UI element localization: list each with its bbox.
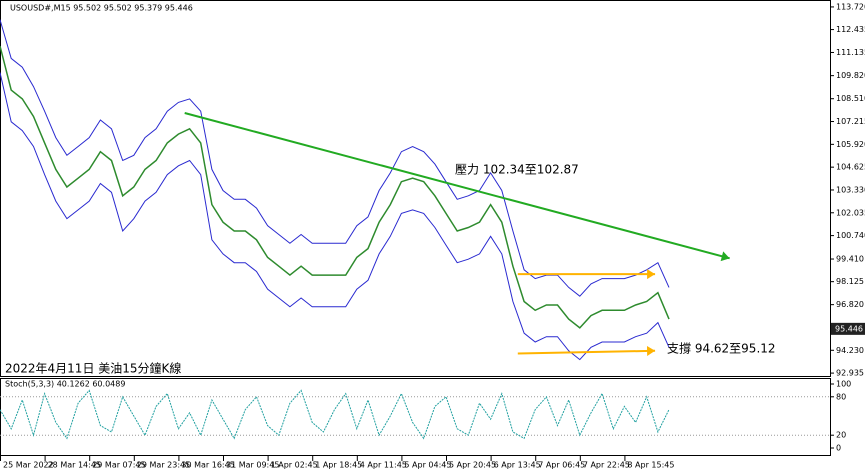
last-price-box	[831, 322, 865, 335]
y-tick-label: 94.230	[836, 346, 864, 355]
y-tick-label: 112.435	[836, 25, 865, 34]
y-tick-label: 107.215	[836, 117, 865, 126]
chart-note: 2022年4月11日 美油15分鐘K線	[5, 361, 181, 376]
y-tick-label: 108.510	[836, 94, 865, 103]
y-tick-label: 105.920	[836, 140, 865, 149]
x-tick-label: 6 Apr 13:45	[494, 461, 541, 470]
y-tick-label: 104.625	[836, 163, 865, 172]
annotation: 支撐 94.62至95.12	[667, 342, 776, 356]
y-tick-label: 100.740	[836, 231, 865, 240]
x-tick-label: 25 Mar 2022	[3, 461, 54, 470]
y-tick-label: 20	[836, 431, 846, 440]
x-tick-label: 29 Mar 23:45	[137, 461, 190, 470]
x-tick-label: 1 Apr 18:45	[315, 461, 362, 470]
y-tick-label: 92.935	[836, 369, 864, 378]
y-tick-label: 96.820	[836, 300, 864, 309]
last-price-label: 95.446	[835, 324, 863, 333]
y-tick-label: 0	[836, 444, 841, 453]
series-line	[0, 389, 670, 440]
y-tick-label: 102.035	[836, 208, 865, 217]
series-line	[0, 72, 670, 361]
y-tick-label: 98.125	[836, 277, 864, 286]
x-tick-label: 1 Apr 02:45	[271, 461, 318, 470]
x-tick-label: 7 Apr 22:45	[583, 461, 630, 470]
x-tick-label: 31 Mar 09:45	[226, 461, 279, 470]
arrow-head	[646, 345, 656, 356]
y-tick-label: 109.820	[836, 71, 865, 80]
x-tick-label: 30 Mar 16:45	[181, 461, 234, 470]
x-tick-label: 28 Mar 14:45	[48, 461, 101, 470]
x-tick-label: 7 Apr 06:45	[538, 461, 585, 470]
series-line	[0, 45, 670, 329]
annotation: 壓力 102.34至102.87	[455, 163, 579, 177]
y-tick-label: 113.720	[836, 2, 865, 11]
y-tick-label: 103.330	[836, 185, 865, 194]
panel-title: USOUSD#,M15 95.502 95.502 95.379 95.446	[10, 4, 193, 13]
arrow-head	[720, 251, 730, 262]
price-panel	[0, 0, 831, 377]
x-tick-label: 29 Mar 07:45	[92, 461, 145, 470]
panel-title: Stoch(5,3,3) 40.1262 60.0489	[5, 380, 125, 389]
arrow-head	[647, 269, 656, 280]
series-line	[0, 19, 670, 297]
y-tick-label: 80	[836, 392, 846, 401]
y-tick-label: 99.410	[836, 255, 864, 264]
x-tick-label: 5 Apr 20:45	[449, 461, 496, 470]
y-tick-label: 111.135	[836, 48, 865, 57]
x-tick-label: 5 Apr 04:45	[404, 461, 451, 470]
y-tick-label: 100	[836, 380, 851, 389]
x-tick-label: 4 Apr 11:45	[360, 461, 407, 470]
x-tick-label: 8 Apr 15:45	[627, 461, 674, 470]
trend-line	[517, 349, 656, 355]
trend-line	[184, 112, 730, 260]
stoch-panel	[0, 378, 831, 456]
